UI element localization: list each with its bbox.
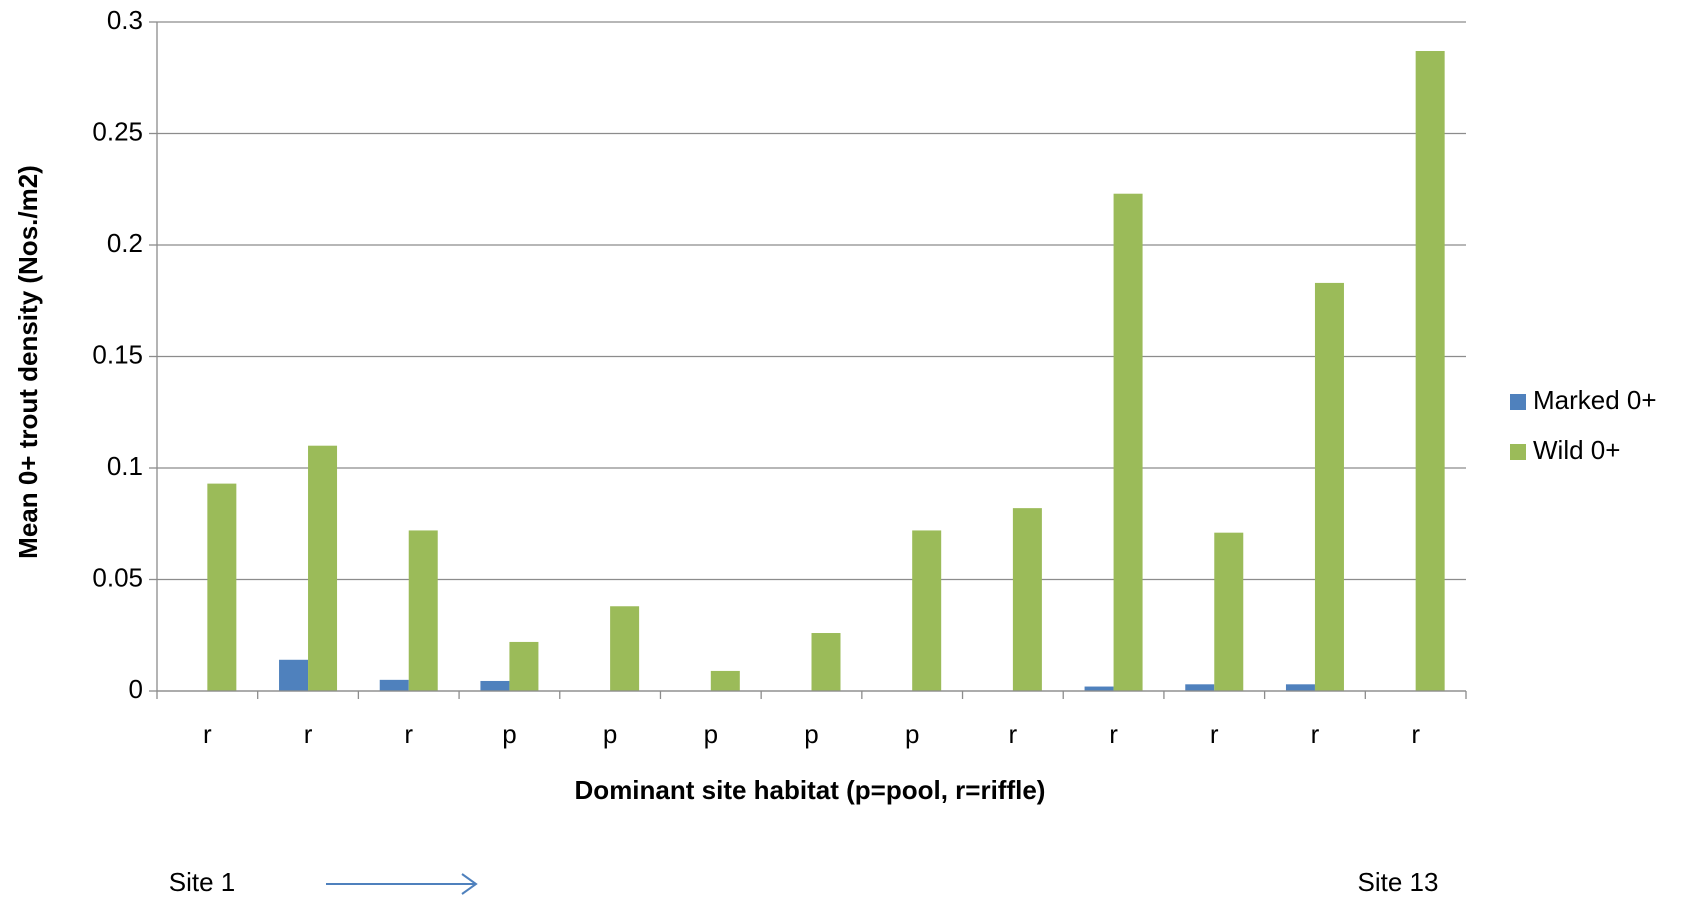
y-tick-label: 0.05 bbox=[92, 562, 143, 592]
x-tick-label: r bbox=[203, 719, 212, 749]
x-tick-label: r bbox=[1009, 719, 1018, 749]
y-tick-label: 0.15 bbox=[92, 339, 143, 369]
y-tick-label: 0.1 bbox=[107, 451, 143, 481]
bar bbox=[912, 530, 942, 691]
bar bbox=[308, 445, 338, 691]
bar bbox=[1415, 50, 1445, 692]
arrow bbox=[326, 873, 478, 895]
bar bbox=[710, 670, 740, 691]
x-tick-label: p bbox=[804, 719, 818, 749]
legend-label: Marked 0+ bbox=[1533, 385, 1657, 415]
legend-swatch bbox=[1510, 394, 1526, 410]
y-tick-label: 0.3 bbox=[107, 5, 143, 35]
x-tick-label: p bbox=[502, 719, 516, 749]
x-tick-label: r bbox=[304, 719, 313, 749]
bar bbox=[509, 641, 539, 691]
x-tick-label: p bbox=[704, 719, 718, 749]
bar bbox=[480, 680, 510, 691]
bar bbox=[1185, 684, 1215, 691]
bar bbox=[811, 633, 841, 691]
y-tick-label: 0.25 bbox=[92, 116, 143, 146]
bar bbox=[1113, 193, 1143, 691]
bar bbox=[1084, 686, 1114, 691]
bar bbox=[1285, 684, 1315, 691]
annotation: Site 13 bbox=[1358, 867, 1439, 897]
y-tick-label: 0.2 bbox=[107, 228, 143, 258]
annotation: Site 1 bbox=[169, 867, 236, 897]
bar bbox=[610, 606, 640, 691]
legend-swatch bbox=[1510, 444, 1526, 460]
bar bbox=[408, 530, 438, 691]
y-axis-label: Mean 0+ trout density (Nos./m2) bbox=[13, 165, 43, 559]
x-tick-label: r bbox=[1109, 719, 1118, 749]
legend-label: Wild 0+ bbox=[1533, 435, 1620, 465]
bar bbox=[1314, 282, 1344, 691]
x-tick-label: r bbox=[1411, 719, 1420, 749]
x-tick-label: r bbox=[1210, 719, 1219, 749]
bar bbox=[279, 659, 309, 691]
bar bbox=[1012, 508, 1042, 691]
x-axis-label: Dominant site habitat (p=pool, r=riffle) bbox=[575, 775, 1046, 805]
x-tick-label: p bbox=[603, 719, 617, 749]
x-tick-label: r bbox=[1311, 719, 1320, 749]
bar bbox=[379, 679, 409, 691]
bar bbox=[207, 483, 237, 691]
y-tick-label: 0 bbox=[129, 674, 143, 704]
x-tick-label: p bbox=[905, 719, 919, 749]
x-tick-label: r bbox=[404, 719, 413, 749]
bar bbox=[1214, 532, 1244, 691]
